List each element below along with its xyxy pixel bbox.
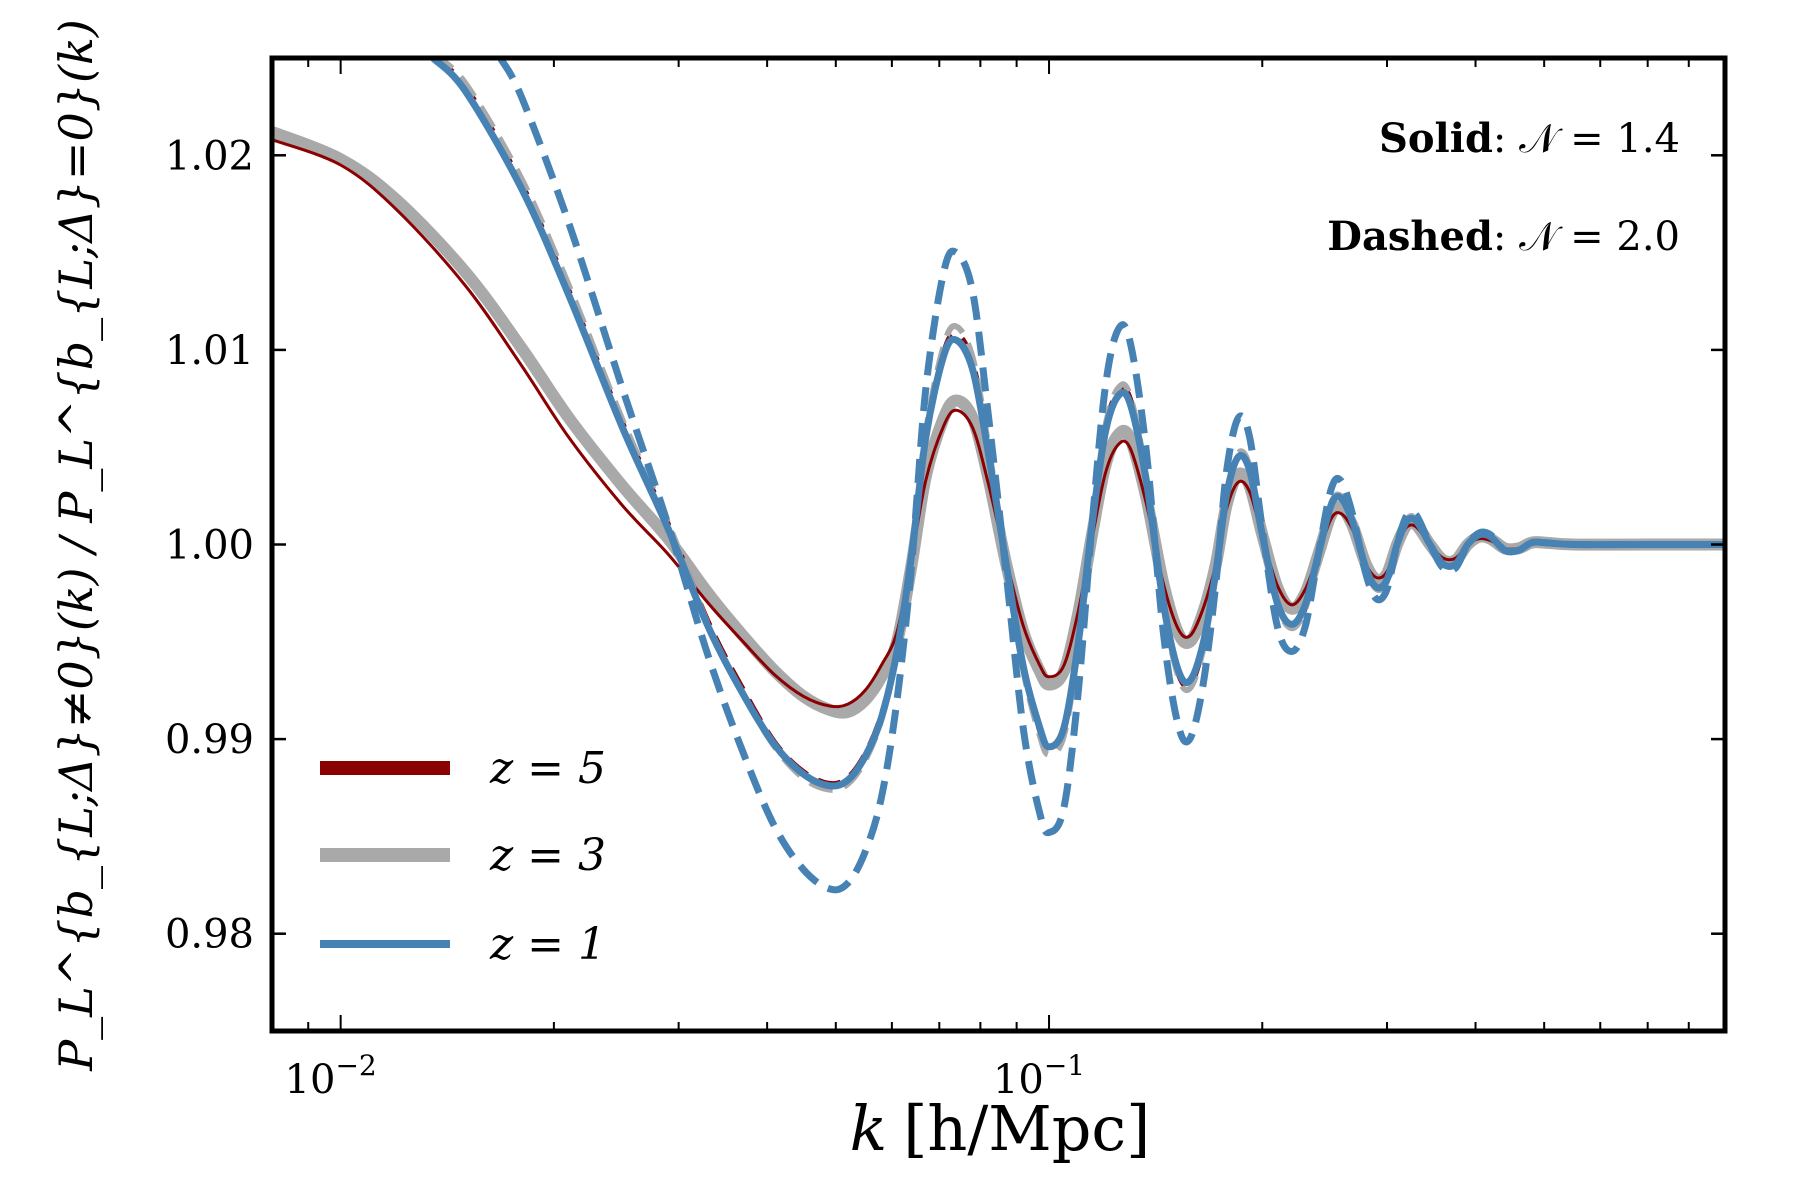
y-tick-label: 1.00: [165, 523, 254, 569]
y-axis-label: P_L^{b_{L;Δ}≠0}(k) / P_L^{b_{L;Δ}=0}(k): [49, 19, 103, 1072]
series-line-z-1-dashed: [497, 58, 1725, 894]
annotation-dashed: Dashed: 𝒩 = 2.0: [1327, 213, 1680, 260]
y-tick-labels: 0.98 0.99 1.00 1.01 1.02: [165, 133, 254, 957]
x-tick-label: 10−2: [285, 1049, 377, 1103]
legend-label-z3: z = 3: [489, 830, 606, 881]
x-tick-label: 10−1: [993, 1049, 1085, 1103]
x-tick-labels: 10−2 10−1: [285, 1049, 1086, 1103]
series-line-z-5-dashed: [430, 58, 1725, 788]
annotation-solid: Solid: 𝒩 = 1.4: [1379, 115, 1680, 162]
legend: z = 5 z = 3 z = 1: [320, 743, 606, 970]
y-tick-label: 0.98: [165, 912, 254, 958]
series-group: [272, 58, 1725, 894]
x-axis-label: k [h/Mpc]: [850, 1092, 1151, 1165]
plot-frame: [269, 55, 1728, 1034]
legend-label-z1: z = 1: [489, 919, 606, 970]
legend-label-z5: z = 5: [489, 743, 606, 794]
y-tick-label: 1.01: [165, 328, 254, 374]
y-tick-label: 1.02: [165, 133, 254, 179]
y-tick-label: 0.99: [165, 717, 254, 763]
